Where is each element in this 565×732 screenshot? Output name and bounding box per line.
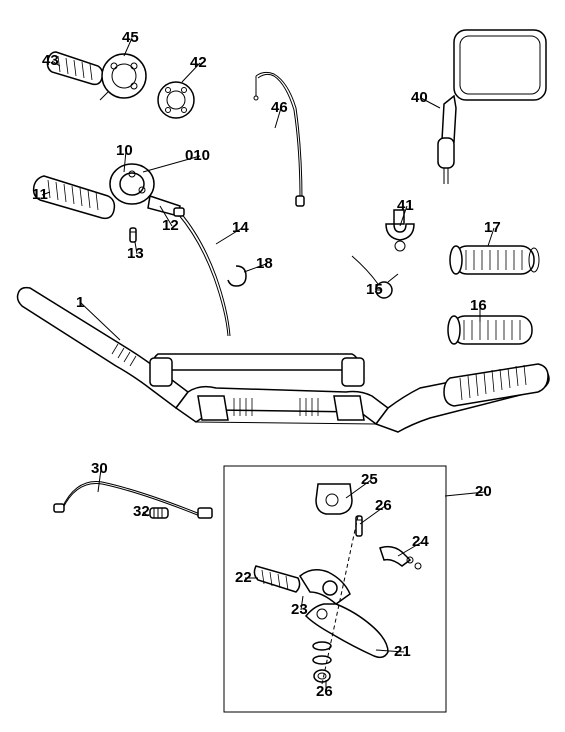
callout-label: 12 — [162, 217, 179, 234]
part-throttle-tube — [48, 52, 195, 118]
callout-label: 18 — [256, 255, 273, 272]
callout-label: 10 — [116, 142, 133, 159]
callout-leader — [216, 228, 242, 244]
callout-label: 15 — [366, 281, 383, 298]
callout-label: 010 — [185, 147, 210, 164]
callout-leader — [143, 156, 200, 172]
part-mirror-clamp — [386, 210, 414, 251]
callout-label: 1 — [76, 294, 84, 311]
part-throttle-assembly — [34, 164, 180, 242]
callout-label: 40 — [411, 89, 428, 106]
callout-label: 16 — [470, 297, 487, 314]
callout-label: 43 — [42, 52, 59, 69]
callout-label: 26 — [316, 683, 333, 700]
part-cable-46 — [254, 72, 304, 206]
callout-label: 14 — [232, 219, 249, 236]
callout-label: 11 — [32, 186, 48, 203]
part-mirror — [438, 30, 546, 184]
callout-label: 45 — [122, 29, 139, 46]
callout-label: 23 — [291, 601, 308, 618]
part-grip-open — [450, 246, 539, 274]
callout-label: 24 — [412, 533, 429, 550]
part-grip-closed — [448, 316, 532, 344]
callout-label: 20 — [475, 483, 492, 500]
callout-label: 13 — [127, 245, 144, 262]
callout-label: 42 — [190, 54, 207, 71]
callout-label: 30 — [91, 460, 108, 477]
parts-diagram: 1100101112131415161718202122232425262630… — [0, 0, 565, 732]
callout-label: 32 — [133, 503, 150, 520]
